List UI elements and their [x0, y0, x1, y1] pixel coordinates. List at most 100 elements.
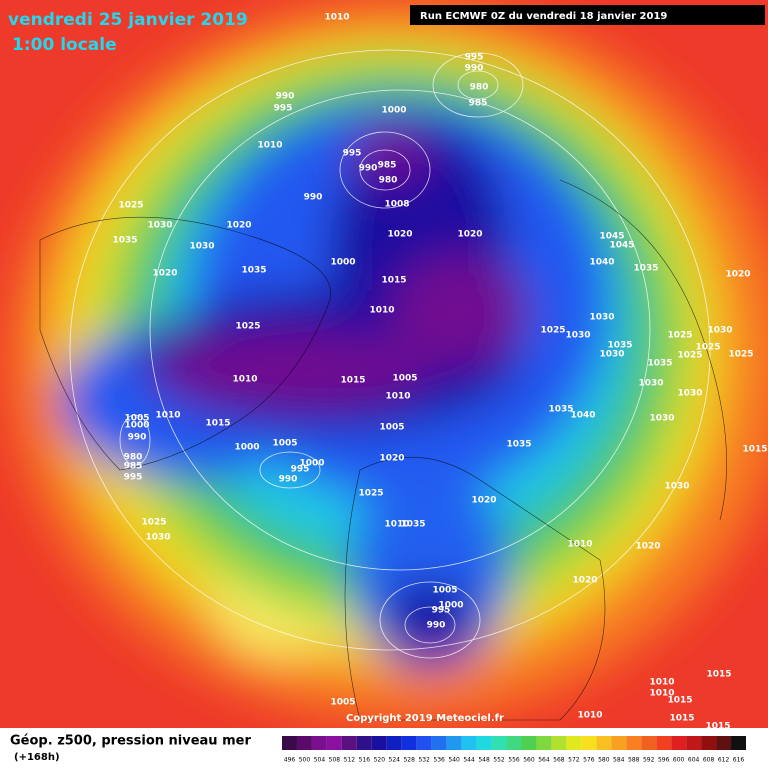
colorbar-swatch — [686, 736, 702, 750]
colorbar-swatch — [656, 736, 672, 750]
colorbar-swatch — [326, 736, 342, 750]
isobar-label: 1030 — [638, 379, 663, 389]
isobar-label: 990 — [304, 193, 323, 203]
map-field — [0, 0, 768, 728]
isobar-label: 1030 — [677, 389, 702, 399]
colorbar-label: 572 — [568, 757, 580, 764]
isobar-label: 1030 — [707, 326, 732, 336]
colorbar-swatch — [521, 736, 537, 750]
isobar-label: 1030 — [649, 414, 674, 424]
isobar-label: 1000 — [299, 459, 324, 469]
colorbar-label: 540 — [448, 757, 460, 764]
isobar-label: 1035 — [548, 405, 573, 415]
isobar-label: 990 — [465, 64, 484, 74]
isobar-label: 995 — [465, 53, 484, 63]
isobar-label: 990 — [279, 475, 298, 485]
isobar-label: 1010 — [369, 306, 394, 316]
copyright: Copyright 2019 Meteociel.fr — [346, 713, 504, 724]
isobar-label: 1035 — [506, 440, 531, 450]
isobar-label: 1045 — [599, 232, 624, 242]
coastlines — [39, 179, 727, 721]
colorbar-label: 512 — [344, 757, 356, 764]
colorbar-label: 536 — [433, 757, 445, 764]
colorbar-label: 604 — [688, 757, 700, 764]
colorbar-swatch — [296, 736, 312, 750]
colorbar-label: 588 — [628, 757, 640, 764]
isobar-label: 1020 — [387, 230, 412, 240]
isobar-label: 1010 — [232, 375, 257, 385]
colorbar-label: 592 — [643, 757, 655, 764]
isobar-label: 1030 — [147, 221, 172, 231]
colorbar-label: 580 — [598, 757, 610, 764]
isobar-label: 1025 — [141, 518, 166, 528]
run-box — [410, 5, 765, 25]
isobar-label: 995 — [432, 606, 451, 616]
isobar-label: 1030 — [565, 331, 590, 341]
isobar-label: 1015 — [205, 419, 230, 429]
isobar-label: 1035 — [112, 236, 137, 246]
colorbar-swatch — [596, 736, 612, 750]
colorbar-swatch — [566, 736, 582, 750]
colorbar-label: 596 — [658, 757, 670, 764]
isobar-label: 1025 — [728, 350, 753, 360]
legend-title: Géop. z500, pression niveau mer — [10, 734, 251, 749]
isobar-label: 1010 — [649, 678, 674, 688]
isobar-label: 985 — [378, 161, 397, 171]
colorbar-swatch — [431, 736, 447, 750]
isobar-label: 1010 — [567, 540, 592, 550]
isobar-label: 1040 — [589, 258, 614, 268]
isobar-label: 1025 — [235, 322, 260, 332]
isobar-label: 1025 — [358, 489, 383, 499]
colorbar-label: 600 — [673, 757, 685, 764]
isobar-label: 1000 — [234, 443, 259, 453]
isobar-label: 995 — [274, 104, 293, 114]
isobar-label: 985 — [124, 462, 143, 472]
colorbar-label: 584 — [613, 757, 625, 764]
isobar-label: 1010 — [649, 689, 674, 699]
isobar-label: 1025 — [677, 351, 702, 361]
isobar-label: 1015 — [706, 670, 731, 680]
lead-time: (+168h) — [14, 752, 60, 763]
isobars — [69, 49, 711, 659]
colorbar-label: 504 — [314, 757, 326, 764]
colorbar-swatch — [506, 736, 522, 750]
isobar-label: 1030 — [189, 242, 214, 252]
isobar-label: 1020 — [572, 576, 597, 586]
isobar-label: 1008 — [384, 200, 409, 210]
isobar-label: 1005 — [124, 414, 149, 424]
colorbar-swatch — [581, 736, 597, 750]
colorbar-label: 528 — [403, 757, 415, 764]
colorbar-swatch — [461, 736, 477, 750]
isobar-label: 1000 — [381, 106, 406, 116]
isobar-label: 1040 — [570, 411, 595, 421]
isobar-label: 1035 — [241, 266, 266, 276]
colorbar-label: 560 — [523, 757, 535, 764]
colorbar-swatch — [611, 736, 627, 750]
isobar-label: 1020 — [635, 542, 660, 552]
colorbar-label: 548 — [478, 757, 490, 764]
isobar-label: 1010 — [384, 520, 409, 530]
isobar-label: 1025 — [695, 343, 720, 353]
colorbar-label: 516 — [359, 757, 371, 764]
isobar-label: 1025 — [540, 326, 565, 336]
isobar-label: 1010 — [385, 392, 410, 402]
isobar-label: 1020 — [471, 496, 496, 506]
colorbar-swatch — [386, 736, 402, 750]
colorbar-label: 500 — [299, 757, 311, 764]
isobar-label: 995 — [124, 473, 143, 483]
isobar-label: 1005 — [392, 374, 417, 384]
colorbar-swatch — [731, 736, 746, 750]
colorbar-swatch — [491, 736, 507, 750]
isobar-label: 1015 — [381, 276, 406, 286]
isobar-label: 985 — [469, 99, 488, 109]
isobar-label: 1000 — [330, 258, 355, 268]
isobar-label: 980 — [470, 83, 489, 93]
isobar-label: 1005 — [379, 423, 404, 433]
colorbar-swatch — [311, 736, 327, 750]
colorbar-label: 508 — [329, 757, 341, 764]
isobar-label: 1030 — [145, 533, 170, 543]
colorbar-swatch — [341, 736, 357, 750]
colorbar-label: 524 — [389, 757, 401, 764]
isobar-label: 1015 — [669, 714, 694, 724]
run-label: Run ECMWF 0Z du vendredi 18 janvier 2019 — [420, 11, 667, 22]
